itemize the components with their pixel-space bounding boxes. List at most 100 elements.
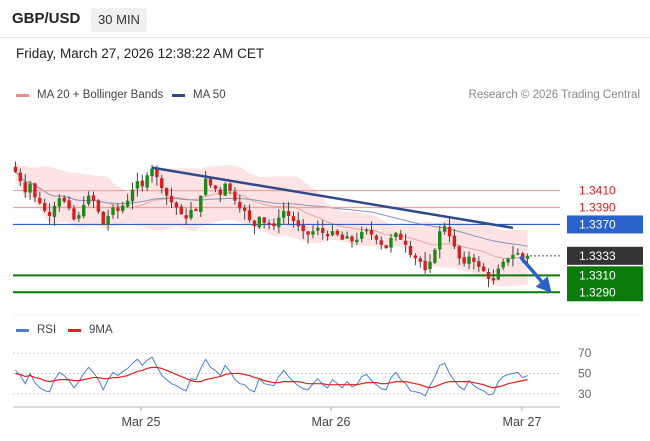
candle-body [472,257,476,262]
support-label-bg-5 [567,283,643,302]
level-label-1: 1.3390 [579,201,616,215]
rsi-panel: 70 50 30 [13,346,592,401]
legend-bollinger: MA 20 + Bollinger Bands [16,89,163,101]
level-label-0: 1.3410 [579,184,616,198]
candle-body [160,178,164,188]
candle-body [335,230,340,235]
candle-body [233,191,237,201]
chart-datetime: Friday, March 27, 2026 12:38:22 AM CET [16,46,265,61]
candle-body [306,231,310,235]
candle-body [277,217,281,228]
candle-body [28,183,32,193]
candle-body [199,195,203,212]
candle-body [179,206,183,215]
support-label-4: 1.3310 [579,268,616,282]
candle-body [433,249,437,263]
candle-body [228,183,232,191]
timeframe-badge[interactable]: 30 MIN [91,8,147,32]
candle-body [281,210,286,218]
candle-body [42,203,47,211]
last-price-label: 1.3333 [579,249,616,263]
price-level-labels: 1.3410 1.3390 1.3370 1.3333 1.3310 1.3290 [567,184,643,302]
candle-body [47,212,52,216]
candle-body [491,278,496,281]
rsi-tick-50: 50 [578,367,592,381]
candle-body [77,215,81,219]
candle-body [218,189,222,195]
candle-body [62,197,66,202]
candle-body [369,229,374,235]
candle-body [208,178,213,186]
candle-body [67,200,71,209]
candle-body [355,239,359,243]
candle-body [238,201,242,209]
candle-body [57,198,62,207]
candle-body [252,220,257,227]
currency-pair: GBP/USD [12,10,81,27]
candle-body [325,234,330,237]
bollinger-swatch [16,93,29,97]
candle-body [18,172,23,182]
candle-body [262,217,266,223]
candle-body [101,211,105,225]
candle-body [408,246,413,255]
candle-body [447,227,452,237]
ma50-line [15,171,528,247]
candle-body [301,224,305,232]
ma9-swatch [68,328,81,332]
last-price-label-bg [567,246,643,265]
candle-body [423,260,427,271]
candle-body [106,215,110,225]
candle-body [389,238,393,248]
candle-body [38,197,42,204]
candle-body [384,245,388,249]
ma50-label: MA 50 [193,89,226,101]
candle-body [467,256,471,264]
chart-overlays [151,166,552,293]
candle-body [286,210,291,216]
candle-body [213,185,218,189]
candle-body [174,202,179,208]
candle-body [374,235,379,240]
candle-body [194,209,198,211]
candle-body [360,232,364,239]
candle-body [379,240,383,245]
candle-body [520,253,525,259]
candle-body [164,188,169,196]
candle-body [121,205,125,212]
candle-body [452,235,457,247]
candle-body [438,231,442,250]
candle-body [345,236,349,239]
legend-ma50: MA 50 [172,89,226,101]
candle-body [111,207,115,215]
candlesticks [13,161,530,288]
candle-body [130,189,135,202]
rsi-series-9ma [15,366,528,389]
ma50-swatch [172,93,185,97]
candle-body [203,178,208,195]
candle-body [364,229,369,232]
x-tick-label: Mar 27 [503,415,542,429]
candle-body [506,258,510,263]
candle-body [33,183,37,198]
candle-body [247,210,252,221]
forecast-arrow-head [535,276,552,293]
rsi-swatch [16,328,29,332]
legend-9ma: 9MA [68,324,113,336]
candle-body [321,227,325,233]
rsi-series-rsi [15,356,528,397]
candle-body [267,222,271,225]
rsi-tick-70: 70 [578,346,592,360]
candle-body [169,195,174,203]
candle-body [150,168,154,177]
candle-body [525,255,530,259]
rsi-tick-30: 30 [578,387,592,401]
candle-body [511,254,515,259]
bollinger-label: MA 20 + Bollinger Bands [37,89,164,101]
candle-body [184,215,188,219]
candle-body [257,216,262,228]
x-axis: Mar 25 Mar 26 Mar 27 [13,314,640,429]
candle-body [442,226,447,232]
header-divider [0,37,650,38]
